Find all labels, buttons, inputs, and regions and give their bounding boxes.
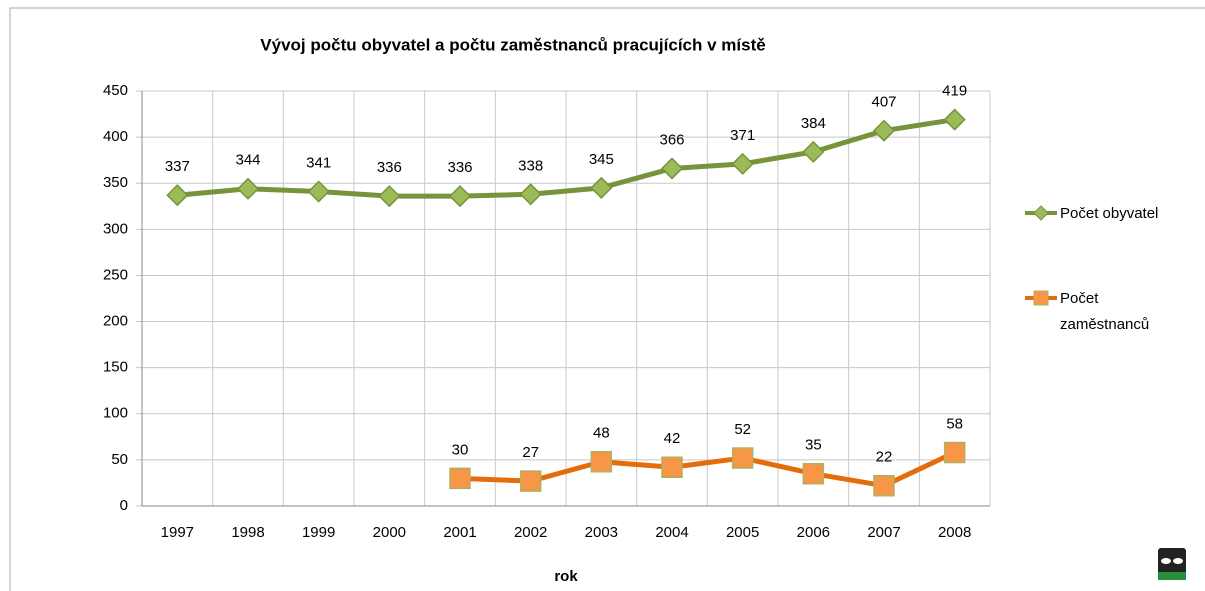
marker <box>873 474 895 497</box>
data-label: 30 <box>452 441 469 458</box>
marker <box>307 180 330 203</box>
y-tick-label: 350 <box>103 174 128 191</box>
y-tick-label: 150 <box>103 359 128 376</box>
marker <box>590 450 613 473</box>
x-tick-label: 1999 <box>302 524 335 541</box>
x-tick-label: 2007 <box>867 524 900 541</box>
y-tick-label: 100 <box>103 405 128 422</box>
y-tick-label: 300 <box>103 220 128 237</box>
x-tick-label: 2001 <box>443 524 476 541</box>
data-label: 338 <box>518 157 543 174</box>
y-tick-label: 0 <box>120 497 128 514</box>
data-label: 35 <box>805 437 822 454</box>
data-label: 337 <box>165 158 190 175</box>
marker <box>519 183 542 206</box>
y-tick-label: 450 <box>103 82 128 99</box>
y-tick-label: 250 <box>103 266 128 283</box>
x-tick-label: 2003 <box>585 524 618 541</box>
marker <box>731 447 754 469</box>
data-label: 42 <box>664 430 681 447</box>
marker <box>943 108 966 131</box>
data-label: 58 <box>946 415 963 432</box>
data-label: 22 <box>876 449 893 466</box>
x-tick-label: 2005 <box>726 524 759 541</box>
x-tick-label: 2006 <box>797 524 830 541</box>
legend-label: Počet obyvatel <box>1060 205 1159 222</box>
y-tick-label: 200 <box>103 313 128 330</box>
data-label: 371 <box>730 127 755 144</box>
data-label: 419 <box>942 83 967 100</box>
data-label: 48 <box>593 425 610 442</box>
x-tick-label: 2008 <box>938 524 971 541</box>
y-tick-label: 50 <box>111 451 128 468</box>
x-tick-label: 2000 <box>373 524 406 541</box>
x-tick-label: 2002 <box>514 524 547 541</box>
data-label: 344 <box>235 152 260 169</box>
legend-marker <box>1033 205 1049 221</box>
series-line <box>459 450 956 489</box>
x-tick-label: 1997 <box>161 524 194 541</box>
marker <box>166 184 189 207</box>
marker <box>802 140 825 163</box>
marker <box>943 441 966 464</box>
logo <box>1158 548 1186 580</box>
marker <box>378 185 401 208</box>
marker <box>802 462 825 485</box>
data-label: 345 <box>589 151 614 168</box>
marker <box>236 177 260 200</box>
data-label: 366 <box>659 131 684 148</box>
chart-title: Vývoj počtu obyvatel a počtu zaměstnanců… <box>260 35 765 54</box>
marker <box>519 470 542 492</box>
marker <box>590 176 613 199</box>
x-tick-label: 2004 <box>655 524 688 541</box>
x-axis-title: rok <box>554 568 578 585</box>
chart-frame <box>9 7 1205 591</box>
data-label: 336 <box>447 159 472 176</box>
legend-label: Počet zaměstnanců <box>1060 290 1150 333</box>
legend-marker <box>1033 290 1049 306</box>
marker <box>660 157 684 180</box>
data-label: 336 <box>377 159 402 176</box>
marker <box>872 119 896 142</box>
marker <box>731 152 754 175</box>
data-label: 52 <box>734 421 751 438</box>
data-label: 27 <box>522 444 539 461</box>
series-line <box>177 117 956 199</box>
marker <box>448 185 472 208</box>
marker <box>661 456 683 479</box>
y-tick-label: 400 <box>103 128 128 145</box>
data-label: 384 <box>801 115 826 132</box>
x-tick-label: 1998 <box>231 524 264 541</box>
marker <box>449 467 471 490</box>
data-label: 341 <box>306 154 331 171</box>
data-label: 407 <box>871 94 896 111</box>
